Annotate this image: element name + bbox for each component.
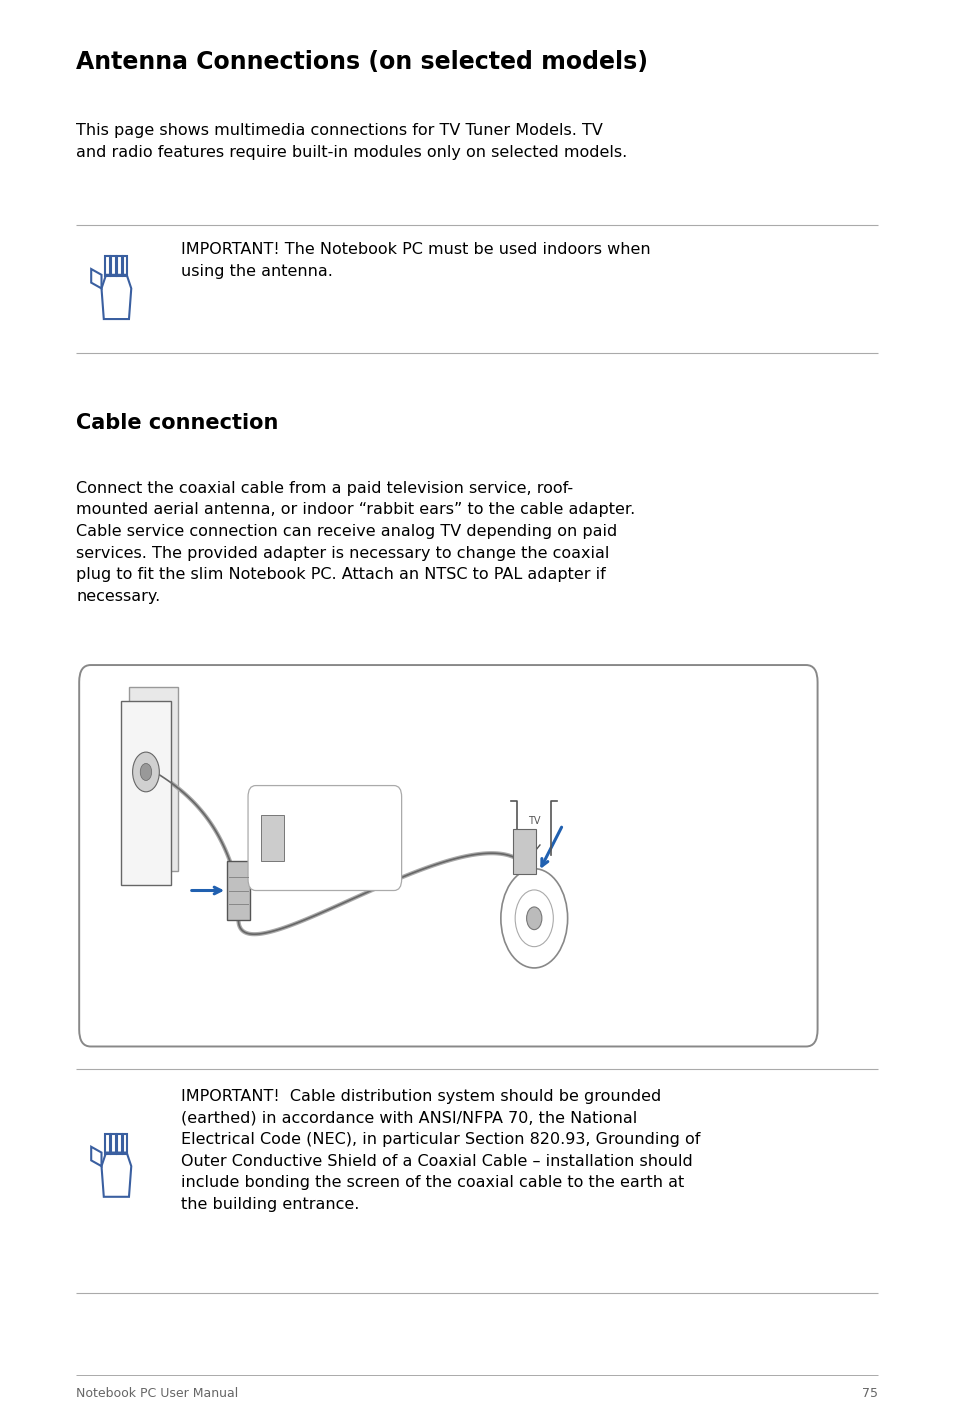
FancyBboxPatch shape [227, 861, 250, 920]
Text: Cable connection: Cable connection [76, 413, 278, 432]
Circle shape [140, 763, 152, 780]
FancyBboxPatch shape [248, 786, 401, 891]
FancyBboxPatch shape [513, 830, 536, 875]
FancyBboxPatch shape [79, 665, 817, 1046]
Circle shape [526, 908, 541, 930]
Text: TV: TV [527, 815, 540, 825]
Text: Use an NTSC to PAL
adapter if necessary.: Use an NTSC to PAL adapter if necessary. [288, 807, 401, 831]
Text: Connect the coaxial cable from a paid television service, roof-
mounted aerial a: Connect the coaxial cable from a paid te… [76, 481, 635, 604]
Polygon shape [129, 686, 178, 871]
Text: 75: 75 [861, 1387, 877, 1400]
Text: Notebook PC User Manual: Notebook PC User Manual [76, 1387, 238, 1400]
Polygon shape [121, 700, 171, 885]
Text: IMPORTANT! The Notebook PC must be used indoors when
using the antenna.: IMPORTANT! The Notebook PC must be used … [181, 242, 650, 279]
FancyBboxPatch shape [261, 815, 284, 861]
Text: IMPORTANT!  Cable distribution system should be grounded
(earthed) in accordance: IMPORTANT! Cable distribution system sho… [181, 1089, 700, 1212]
Circle shape [132, 752, 159, 791]
Text: This page shows multimedia connections for TV Tuner Models. TV
and radio feature: This page shows multimedia connections f… [76, 123, 627, 160]
Text: Antenna Connections (on selected models): Antenna Connections (on selected models) [76, 50, 648, 74]
